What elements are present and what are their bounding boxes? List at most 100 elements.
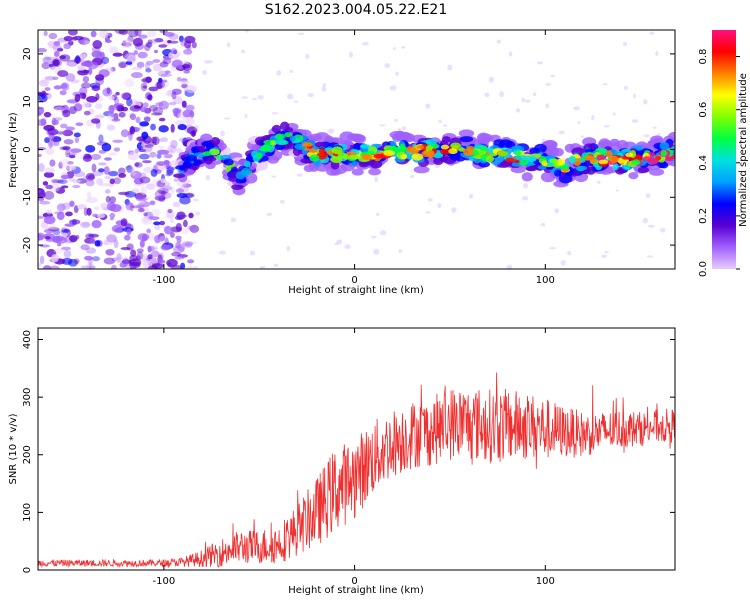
spectrogram-noise-cell <box>171 59 183 69</box>
spectrogram-noise-cell <box>139 239 145 248</box>
spectrogram-noise-cell <box>137 51 148 59</box>
spectrogram-noise-cell <box>153 221 161 226</box>
spectrogram-noise-cell <box>131 71 143 79</box>
spectrogram-noise-cell <box>65 211 73 217</box>
spectrogram-noise-cell <box>108 170 119 177</box>
spectrogram-noise-cell <box>148 232 156 241</box>
spectrogram-ridge-cell <box>244 160 251 168</box>
spectrogram-noise-cell <box>182 109 192 118</box>
spectrogram-noise-cell <box>158 77 163 83</box>
spectrogram-noise-cell <box>38 153 42 157</box>
spectrogram-ridge-cell <box>584 155 595 161</box>
colorbar-tick-label: 0.0 <box>698 261 709 277</box>
spectrogram-noise-cell <box>69 235 78 243</box>
spectrogram-noise-cell <box>150 208 161 216</box>
spectrogram-ridge-cell <box>430 143 440 149</box>
spectrogram-noise-cell <box>577 121 581 124</box>
spectrogram-noise-cell <box>168 40 179 44</box>
spectrogram-noise-cell <box>38 142 42 147</box>
spectrogram-noise-cell <box>393 118 398 122</box>
spectrogram-noise-cell <box>85 179 95 187</box>
spectrogram-noise-cell <box>73 132 81 138</box>
spectrogram-noise-cell <box>549 247 556 250</box>
spectrogram-noise-cell <box>179 80 190 85</box>
spectrogram-xtick-label: 100 <box>536 275 555 286</box>
spectrogram-ridge-cell <box>605 150 613 159</box>
spectrogram-ridge-cell <box>540 171 556 183</box>
spectrogram-noise-cell <box>53 40 61 46</box>
spectrogram-noise-cell <box>166 210 175 219</box>
spectrogram-noise-cell <box>52 59 60 67</box>
spectrogram-noise-cell <box>72 184 81 189</box>
spectrogram-noise-cell <box>410 174 414 179</box>
spectrogram-noise-cell <box>193 266 199 269</box>
spectrogram-noise-cell <box>59 55 66 60</box>
spectrogram-noise-cell <box>170 232 175 238</box>
spectrogram-ridge-cell <box>202 140 213 147</box>
spectrogram-noise-cell <box>52 76 59 81</box>
spectrogram-noise-cell <box>560 260 566 266</box>
spectrogram-noise-cell <box>102 87 113 97</box>
snr-xtick-label: -100 <box>153 576 176 587</box>
spectrogram-noise-cell <box>72 35 85 41</box>
spectrogram-noise-cell <box>86 95 98 103</box>
spectrogram-noise-cell <box>126 97 133 107</box>
spectrogram-noise-cell <box>241 96 248 99</box>
spectrogram-ridge-cell <box>459 136 474 143</box>
spectrogram-noise-cell <box>172 201 181 208</box>
spectrogram-noise-cell <box>63 249 72 259</box>
spectrogram-noise-cell <box>48 63 54 68</box>
spectrogram-noise-cell <box>44 56 56 61</box>
spectrogram-noise-cell <box>47 227 60 232</box>
spectrogram-noise-cell <box>175 235 182 240</box>
spectrogram-noise-cell <box>508 51 513 57</box>
spectrogram-noise-cell <box>645 193 651 199</box>
spectrogram-noise-cell <box>129 125 135 135</box>
spectrogram-noise-cell <box>134 162 140 167</box>
spectrogram-noise-cell <box>103 257 116 265</box>
snr-ticks: -100 0 100 0 100 200 300 400 <box>22 328 675 587</box>
spectrogram-noise-cell <box>245 30 249 33</box>
spectrogram-noise-cell <box>649 31 654 35</box>
spectrogram-noise-cell <box>521 196 529 201</box>
spectrogram-noise-cell <box>158 44 168 48</box>
spectrogram-noise-cell <box>558 130 565 135</box>
spectrogram-noise-cell <box>38 191 46 198</box>
spectrogram-noise-cell <box>134 161 143 168</box>
spectrogram-noise-cell <box>68 106 77 115</box>
colorbar-ticks: 0.0 0.2 0.4 0.6 0.8 <box>698 49 740 277</box>
spectrogram-noise-cell <box>90 30 97 38</box>
spectrogram-ridge-cell <box>183 160 190 169</box>
spectrogram-noise-cell <box>109 204 122 213</box>
spectrogram-noise-cell <box>178 35 184 43</box>
spectrogram-noise-cell <box>271 112 278 115</box>
spectrogram-ridge-cell <box>529 147 541 155</box>
spectrogram-noise-cell <box>274 263 279 268</box>
spectrogram-noise-cell <box>164 226 173 235</box>
spectrogram-noise-cell <box>74 136 80 144</box>
spectrogram-noise-cell <box>580 135 585 138</box>
spectrogram-noise-cell <box>69 165 76 171</box>
spectrogram-ridge-cell <box>425 139 438 146</box>
spectrogram-noise-cell <box>176 193 188 198</box>
spectrogram-noise-cell <box>85 172 95 181</box>
spectrogram-noise-cell <box>138 34 148 39</box>
spectrogram-noise-cell <box>54 50 60 57</box>
spectrogram-noise-cell <box>118 111 126 118</box>
spectrogram-noise-cell <box>134 30 142 37</box>
spectrogram-noise-cell <box>90 237 96 245</box>
spectrogram-noise-cell <box>146 30 157 38</box>
spectrogram-noise-cell <box>56 203 66 212</box>
spectrogram-noise-cell <box>94 114 105 119</box>
spectrogram-noise-cell <box>38 196 45 202</box>
spectrogram-noise-cell <box>183 219 188 228</box>
spectrogram-noise-cell <box>52 44 62 51</box>
spectrogram-noise-cell <box>58 161 63 169</box>
spectrogram-noise-cell <box>171 251 182 257</box>
spectrogram-ridge-cell <box>416 145 424 150</box>
spectrogram-noise-cell <box>67 30 78 36</box>
spectrogram-noise-cell <box>176 148 183 154</box>
spectrogram-noise-cell <box>133 50 138 55</box>
spectrogram-ridge-cell <box>439 148 451 155</box>
spectrogram-noise-cell <box>362 41 369 46</box>
